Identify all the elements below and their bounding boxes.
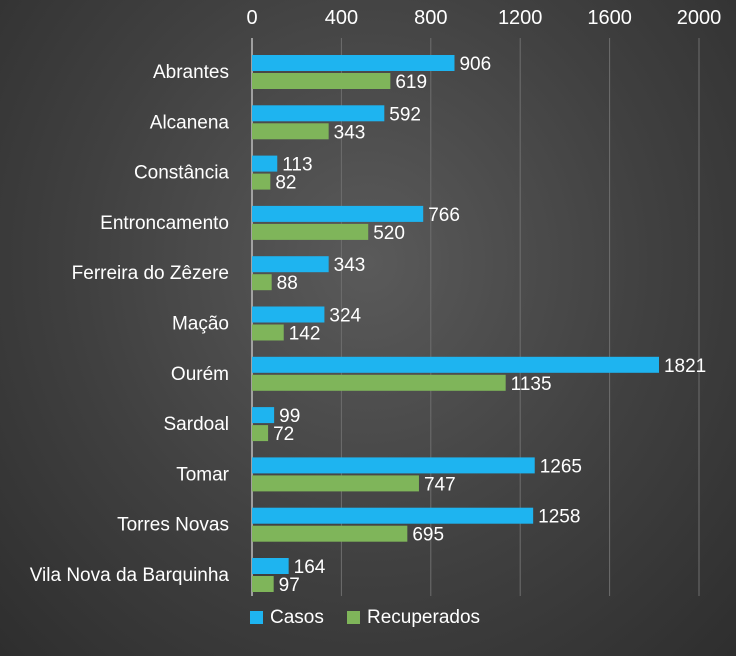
data-label: 164 xyxy=(294,557,326,578)
bar-casos xyxy=(252,55,455,71)
category-label: Constância xyxy=(134,163,229,184)
bar-casos xyxy=(252,507,534,524)
bar-casos xyxy=(252,256,329,273)
x-tick-label: 2000 xyxy=(677,7,722,29)
bar-casos xyxy=(252,205,424,222)
bar-casos xyxy=(252,155,278,172)
category-label: Torres Novas xyxy=(117,515,229,536)
data-label: 343 xyxy=(334,255,366,276)
x-tick-label: 0 xyxy=(246,7,257,29)
bar-recuperados xyxy=(252,425,269,442)
x-tick-label: 800 xyxy=(414,7,447,29)
bar-casos xyxy=(252,407,275,424)
x-tick-label: 1600 xyxy=(587,7,632,29)
bar-recuperados xyxy=(252,123,329,140)
data-label: 1258 xyxy=(538,507,580,528)
data-label: 592 xyxy=(389,104,421,125)
category-label: Ourém xyxy=(171,364,229,385)
x-axis: 0 400 800 1200 1600 2000 xyxy=(246,7,721,29)
bar-recuperados xyxy=(252,73,391,89)
category-label: Sardoal xyxy=(164,414,230,435)
bar-recuperados xyxy=(252,274,272,291)
bar-recuperados xyxy=(252,576,274,592)
legend-swatch-recuperados xyxy=(347,611,360,624)
data-label: 1265 xyxy=(540,456,582,477)
data-label: 324 xyxy=(329,306,361,327)
data-label: 88 xyxy=(277,273,298,294)
data-label: 72 xyxy=(273,424,294,445)
x-tick-label: 1200 xyxy=(498,7,543,29)
x-tick-label: 400 xyxy=(325,7,358,29)
data-label: 619 xyxy=(395,72,427,93)
bar-recuperados xyxy=(252,525,408,542)
category-label: Alcanena xyxy=(150,112,230,133)
category-label: Tomar xyxy=(176,464,229,485)
bar-recuperados xyxy=(252,324,284,341)
data-label: 99 xyxy=(279,406,300,427)
category-label: Ferreira do Zêzere xyxy=(72,263,229,284)
data-label: 766 xyxy=(428,205,460,226)
data-label: 695 xyxy=(412,525,444,546)
bar-casos xyxy=(252,457,535,474)
bar-casos xyxy=(252,105,385,122)
data-label: 906 xyxy=(459,54,491,75)
bar-recuperados xyxy=(252,173,271,190)
category-label: Vila Nova da Barquinha xyxy=(30,565,230,586)
category-label: Abrantes xyxy=(153,62,229,83)
bar-casos xyxy=(252,356,659,373)
legend-swatch-casos xyxy=(250,611,263,624)
data-label: 343 xyxy=(334,122,366,143)
legend: Casos Recuperados xyxy=(250,607,480,628)
bar-recuperados xyxy=(252,475,419,492)
category-label: Mação xyxy=(172,314,229,335)
data-label: 142 xyxy=(289,324,321,345)
bars-group xyxy=(252,55,659,592)
bar-recuperados xyxy=(252,223,369,240)
bar-recuperados xyxy=(252,374,506,391)
data-label: 1135 xyxy=(511,374,552,395)
category-labels: Abrantes Alcanena Constância Entroncamento F… xyxy=(30,62,230,586)
data-label: 1821 xyxy=(664,356,706,377)
data-label: 97 xyxy=(279,575,300,596)
data-label: 520 xyxy=(373,223,405,244)
legend-label-casos: Casos xyxy=(270,607,324,628)
bar-casos xyxy=(252,306,325,323)
category-label: Entroncamento xyxy=(100,213,229,234)
bar-casos xyxy=(252,558,289,574)
legend-label-recuperados: Recuperados xyxy=(367,607,480,628)
data-label: 82 xyxy=(275,173,296,194)
data-label: 113 xyxy=(282,155,312,176)
data-label: 747 xyxy=(424,474,456,495)
